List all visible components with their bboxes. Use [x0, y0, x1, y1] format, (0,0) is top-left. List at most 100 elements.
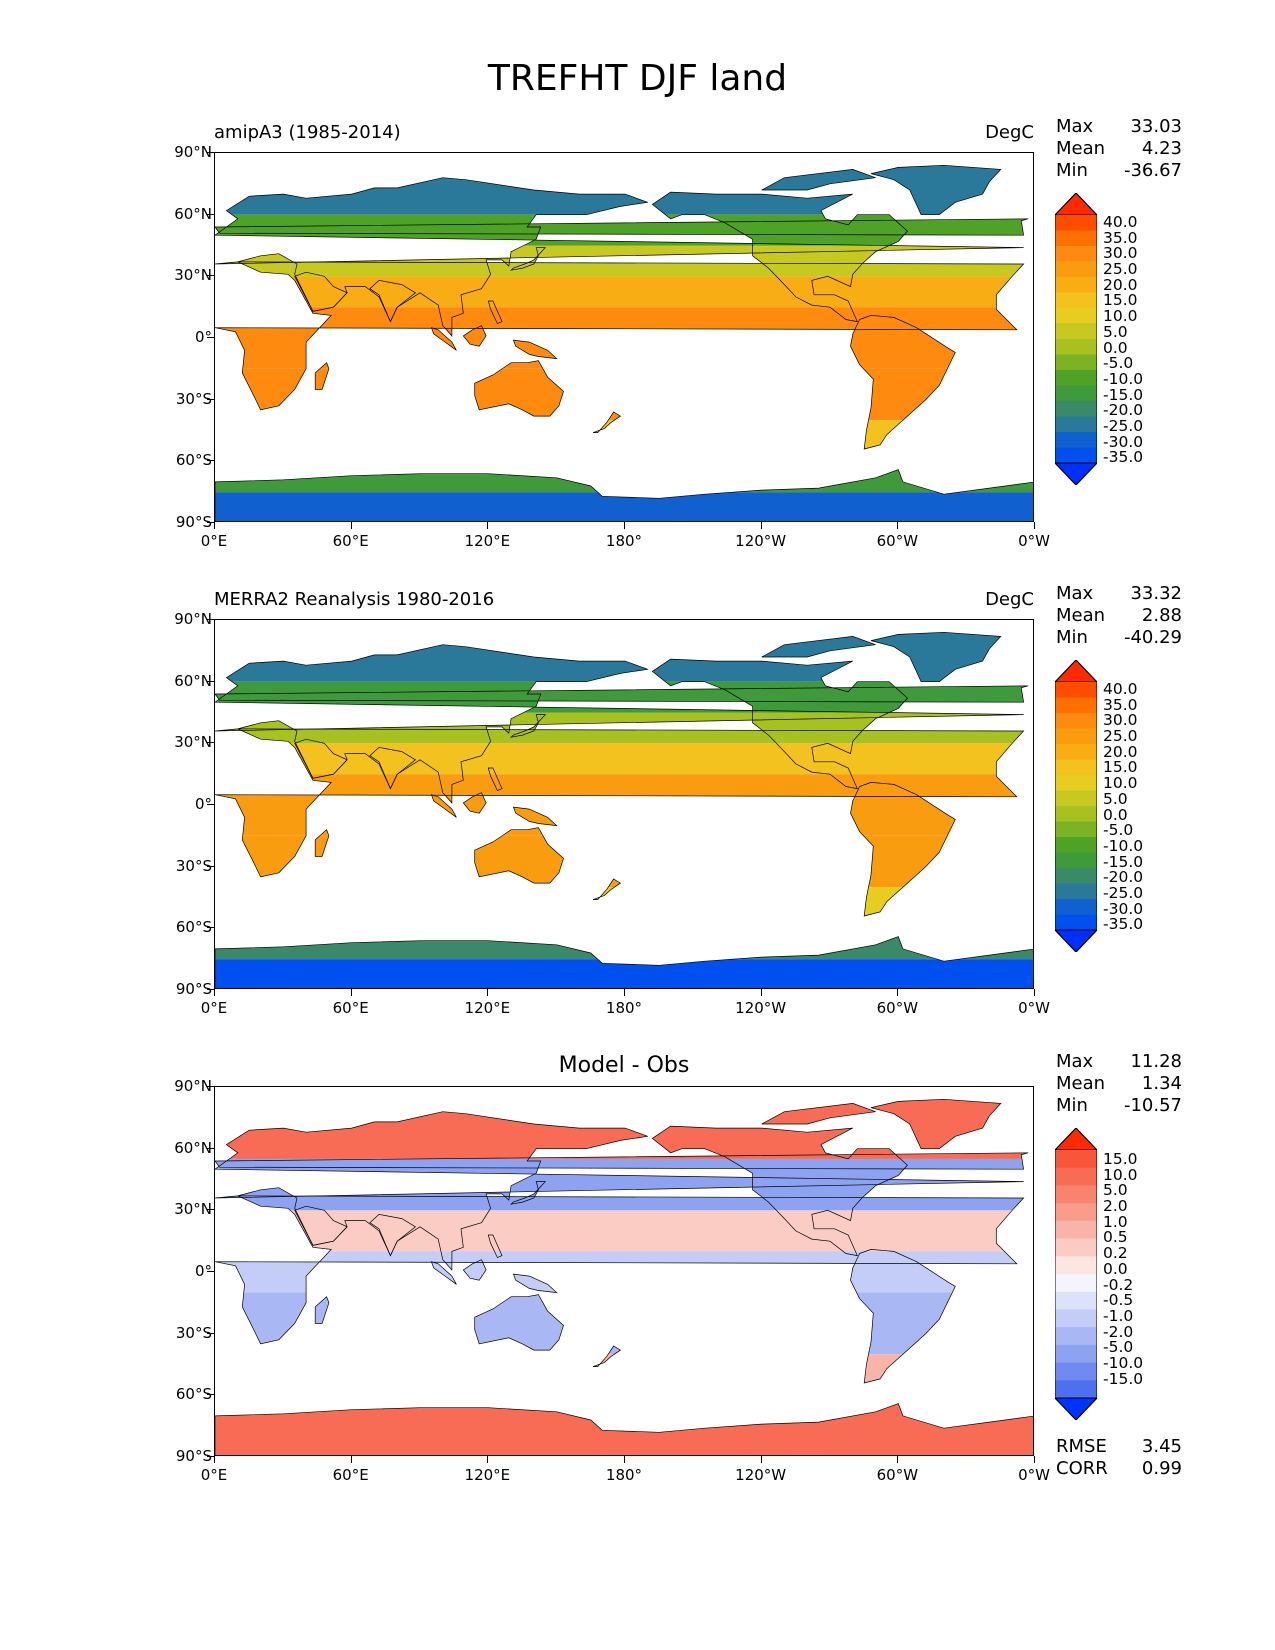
coastline-uk	[215, 685, 1029, 703]
panel-diff-title: Model - Obs	[558, 1053, 690, 1078]
colorbar-tick-label: 0.0	[1103, 805, 1128, 824]
panel-reference-title: MERRA2 Reanalysis 1980-2016	[214, 589, 495, 610]
colorbar-segment	[1055, 354, 1097, 371]
colorbar-tick-label: 10.0	[1103, 774, 1138, 793]
coastline-newguinea	[512, 806, 558, 827]
colorbar-tick-label: -15.0	[1103, 1369, 1144, 1388]
coastline-samerica	[850, 782, 956, 917]
colorbar-tick-label: -5.0	[1103, 821, 1134, 840]
colorbar-segment	[1055, 759, 1097, 776]
coastline-japan	[509, 1181, 547, 1205]
colorbar-segment	[1055, 697, 1097, 714]
coastline-india	[369, 1214, 417, 1257]
colorbar-segment	[1055, 1150, 1097, 1169]
coastline-samerica	[850, 315, 956, 450]
y-tick-mark	[207, 522, 214, 523]
coastline-borneo	[462, 792, 487, 814]
stats-test: Max 33.03 Mean 4.23 Min -36.67	[1056, 116, 1182, 182]
colorbar-test	[1055, 193, 1097, 485]
stat-mean-value: 4.23	[1141, 138, 1182, 159]
colorbar-segment	[1055, 1291, 1097, 1310]
x-tick-label: 0°W	[1018, 532, 1050, 550]
x-tick-mark	[760, 1456, 762, 1463]
colorbar-tick-label: -1.0	[1103, 1306, 1134, 1325]
coastline-philippines	[487, 767, 503, 792]
x-tick-mark	[624, 1456, 625, 1463]
colorbar-extend-low	[1055, 1397, 1097, 1420]
coastline-india	[369, 747, 417, 790]
colorbar-extend-low	[1055, 929, 1097, 952]
x-tick-label: 120°E	[464, 999, 511, 1017]
y-tick-mark	[207, 275, 214, 277]
colorbar-segment	[1055, 1203, 1097, 1222]
colorbar-tick-label: -15.0	[1103, 852, 1144, 871]
colorbar-labels-reference: 40.0 35.0 30.0 25.0 20.0 15.0 10.0 5.0 0.0 -5.0 -1…	[1103, 680, 1144, 934]
stats-reference: Max 33.32 Mean 2.88 Min -40.29	[1056, 583, 1182, 649]
x-tick-label: 120°E	[464, 532, 511, 550]
colorbar-tick-label: -30.0	[1103, 899, 1144, 918]
x-tick-mark	[487, 1456, 489, 1463]
colorbar-tick-label: -0.2	[1103, 1275, 1134, 1294]
colorbar-segment	[1055, 821, 1097, 838]
coastline-namerica	[651, 658, 908, 790]
y-tick-label: 0°	[194, 328, 212, 346]
y-tick-label: 90°N	[174, 1077, 212, 1095]
colorbar-tick-label: -10.0	[1103, 1353, 1144, 1372]
coastline-antarctica	[215, 936, 1033, 988]
coastline-arcticisl	[761, 636, 876, 658]
colorbar-segment	[1055, 852, 1097, 869]
colorbar-labels-test: 40.0 35.0 30.0 25.0 20.0 15.0 10.0 5.0 0.0 -5.0 -1…	[1103, 214, 1144, 467]
colorbar-tick-label: 5.0	[1103, 1181, 1128, 1200]
colorbar-tick-label: -20.0	[1103, 401, 1144, 420]
x-tick-label: 60°E	[332, 999, 369, 1017]
coastline-greenland	[870, 164, 1002, 216]
x-tick-label: 120°W	[735, 532, 787, 550]
colorbar-extend-high	[1055, 1128, 1097, 1151]
stat-min-label: Min	[1056, 627, 1088, 648]
field-band	[215, 1292, 1033, 1355]
coastline-nz	[592, 1345, 622, 1367]
panel-test-units: DegC	[985, 122, 1034, 143]
stat-min-value: -10.57	[1123, 1095, 1182, 1116]
colorbar-tick-label: 35.0	[1103, 228, 1138, 247]
corr-label: CORR	[1056, 1458, 1108, 1479]
colorbar-tick-label: 40.0	[1103, 680, 1138, 698]
colorbar-tick-label: 15.0	[1103, 291, 1138, 310]
colorbar-tick-label: -35.0	[1103, 915, 1144, 934]
x-tick-mark	[897, 522, 899, 529]
coastline-madagascar	[314, 829, 330, 857]
colorbar-extend-high	[1055, 660, 1097, 683]
panel-reference-units: DegC	[985, 589, 1034, 610]
map-reference	[214, 619, 1034, 989]
colorbar-segment	[1055, 385, 1097, 402]
colorbar-segment	[1055, 883, 1097, 900]
y-tick-label: 0°	[194, 1262, 212, 1280]
field-band	[215, 681, 1033, 713]
x-tick-label: 0°W	[1018, 999, 1050, 1017]
x-tick-label: 60°W	[876, 1466, 919, 1484]
x-tick-mark	[487, 989, 489, 996]
field-band	[215, 887, 1033, 929]
y-tick-label: 90°S	[175, 1447, 212, 1465]
stat-mean-value: 1.34	[1141, 1073, 1182, 1094]
field-band	[215, 214, 1033, 246]
colorbar-segment	[1055, 1220, 1097, 1240]
colorbar-tick-label: -35.0	[1103, 448, 1144, 467]
x-tick-label: 60°E	[332, 1466, 369, 1484]
field-band	[215, 1099, 1033, 1159]
coastline-borneo	[462, 325, 487, 347]
coastline-japan	[509, 247, 547, 271]
x-tick-mark	[350, 1456, 352, 1463]
stat-mean-label: Mean	[1056, 1073, 1106, 1094]
field-band	[215, 632, 1033, 682]
colorbar-segment	[1055, 1327, 1097, 1346]
x-tick-mark	[897, 989, 899, 996]
colorbar-segment	[1055, 806, 1097, 822]
x-tick-mark	[214, 989, 215, 996]
coastline-nz	[592, 878, 622, 900]
coastline-australia	[474, 1294, 564, 1351]
coastline-samerica	[850, 1249, 956, 1384]
coastline-newguinea	[512, 1273, 558, 1294]
land-field	[215, 1099, 1033, 1455]
x-tick-mark	[214, 1456, 215, 1463]
